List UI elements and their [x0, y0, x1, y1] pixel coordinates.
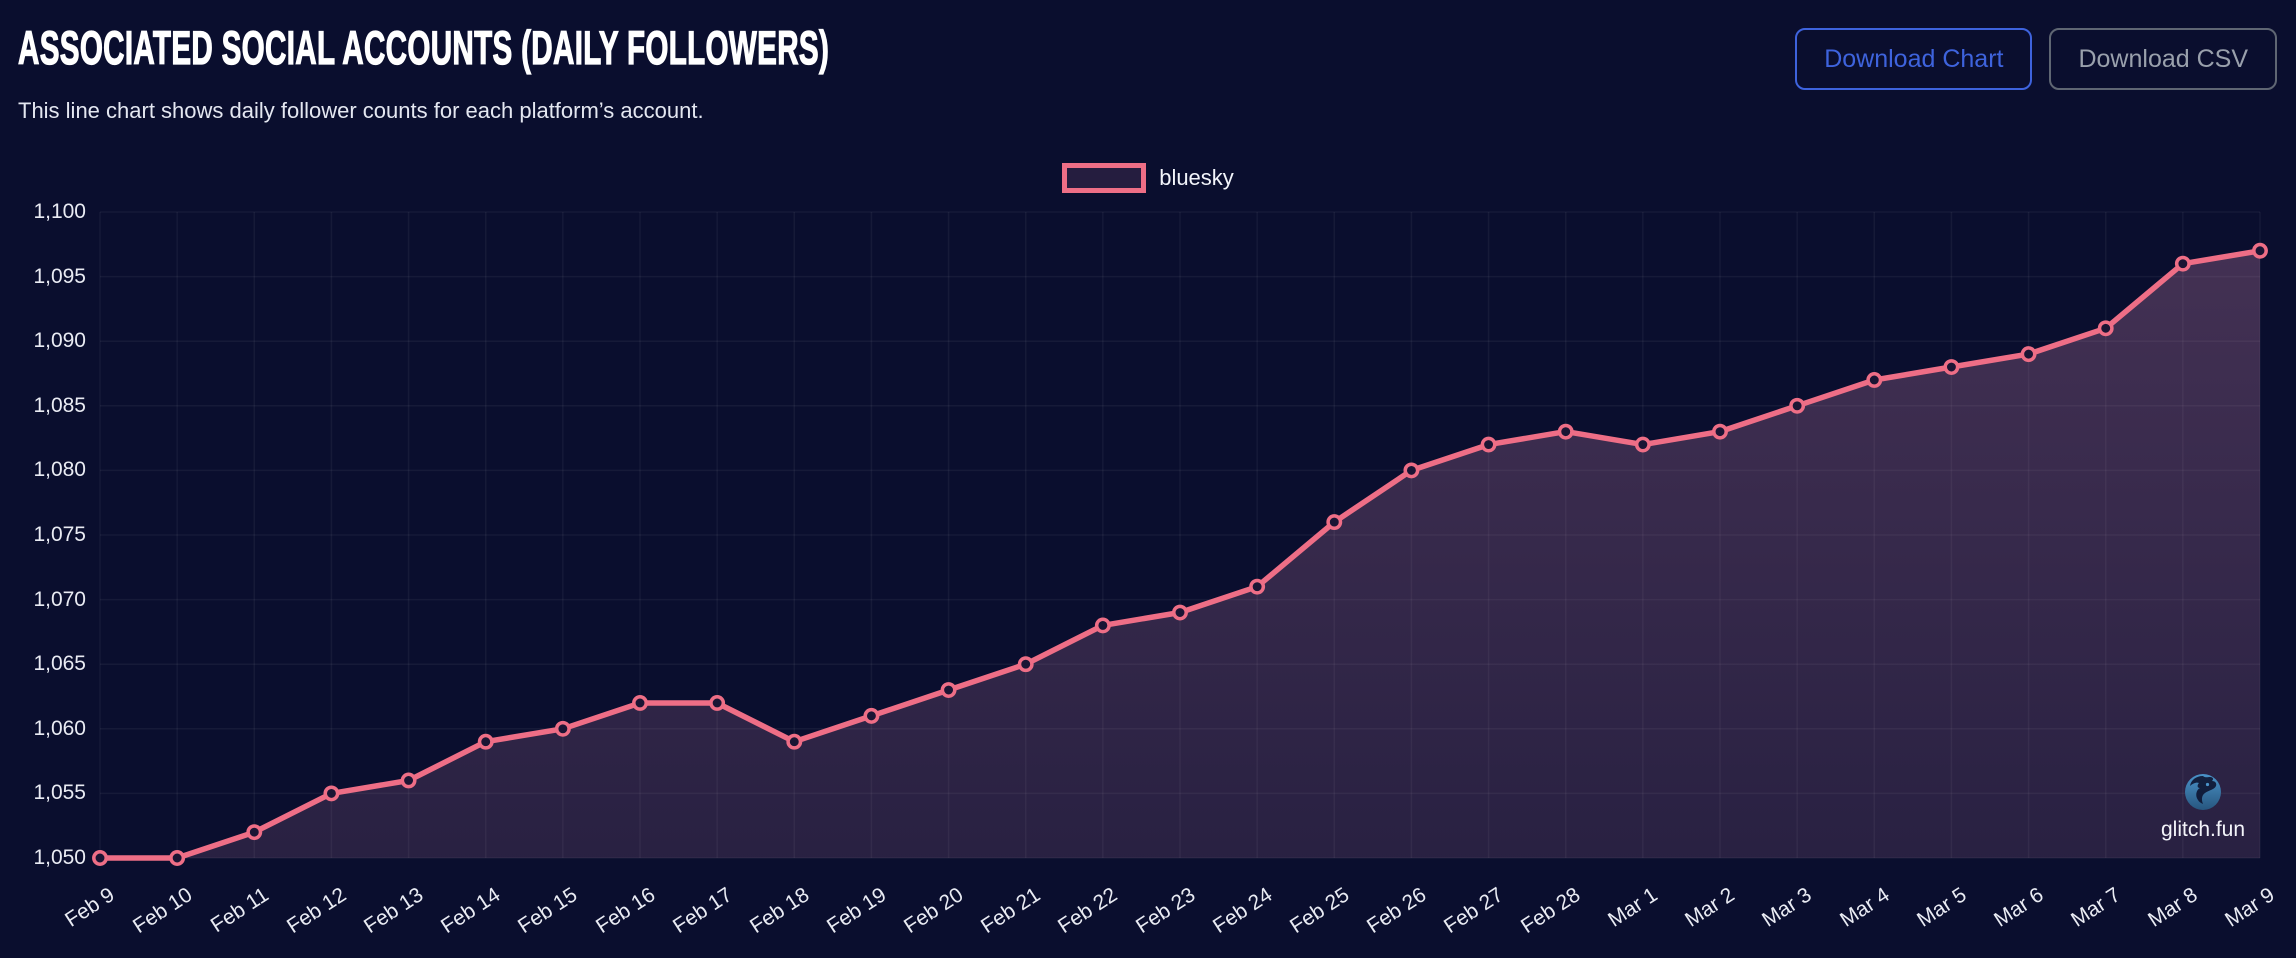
data-point-marker[interactable]: [246, 824, 263, 841]
data-point-marker[interactable]: [1789, 397, 1806, 414]
data-point-marker[interactable]: [2174, 255, 2191, 272]
data-point-marker[interactable]: [1403, 462, 1420, 479]
watermark-label: glitch.fun: [2160, 818, 2246, 841]
data-point-marker[interactable]: [1480, 436, 1497, 453]
data-point-marker[interactable]: [1094, 617, 1111, 634]
legend-label: bluesky: [1159, 165, 1234, 190]
data-point-marker[interactable]: [169, 850, 186, 866]
y-axis-label: 1,085: [33, 393, 86, 417]
y-axis-label: 1,075: [33, 523, 86, 546]
data-point-marker[interactable]: [400, 772, 417, 789]
y-axis-label: 1,095: [33, 264, 86, 288]
data-point-marker[interactable]: [1712, 423, 1728, 440]
data-point-marker[interactable]: [477, 733, 494, 750]
page-title: ASSOCIATED SOCIAL ACCOUNTS (DAILY FOLLOW…: [18, 21, 830, 74]
data-point-marker[interactable]: [323, 785, 340, 802]
data-point-marker[interactable]: [1172, 604, 1188, 621]
data-point-marker[interactable]: [786, 733, 803, 750]
y-axis-label: 1,065: [33, 652, 86, 676]
data-point-marker[interactable]: [2020, 346, 2037, 363]
download-chart-button[interactable]: Download Chart: [1795, 28, 2033, 90]
data-point-marker[interactable]: [863, 707, 880, 724]
data-point-marker[interactable]: [92, 850, 108, 866]
download-csv-button[interactable]: Download CSV: [2049, 28, 2277, 90]
data-point-marker[interactable]: [1557, 423, 1574, 440]
header-actions: Download Chart Download CSV: [1795, 28, 2277, 90]
legend-item-bluesky[interactable]: bluesky: [1062, 163, 1234, 193]
y-axis-label: 1,050: [33, 846, 86, 869]
y-axis-label: 1,090: [33, 329, 86, 353]
data-point-marker[interactable]: [940, 682, 957, 698]
y-axis-label: 1,080: [33, 458, 86, 482]
data-point-marker[interactable]: [709, 695, 726, 711]
y-axis-label: 1,070: [33, 587, 86, 611]
data-point-marker[interactable]: [1943, 359, 1960, 375]
data-point-marker[interactable]: [1249, 578, 1266, 595]
y-axis-label: 1,055: [33, 781, 86, 805]
data-point-marker[interactable]: [554, 720, 571, 737]
data-point-marker[interactable]: [2252, 242, 2268, 259]
chart-legend: bluesky: [0, 163, 2296, 193]
watermark: glitch.fun: [2148, 772, 2258, 842]
page-subtitle: This line chart shows daily follower cou…: [18, 98, 704, 123]
data-point-marker[interactable]: [2097, 320, 2114, 337]
data-point-marker[interactable]: [632, 695, 648, 711]
legend-swatch: [1062, 163, 1147, 193]
data-point-marker[interactable]: [1866, 372, 1883, 388]
y-axis-label: 1,060: [33, 716, 86, 740]
data-point-marker[interactable]: [1326, 514, 1343, 531]
y-axis-label: 1,100: [33, 200, 86, 223]
data-point-marker[interactable]: [1634, 436, 1651, 453]
glitch-logo-icon: [2185, 774, 2221, 810]
data-point-marker[interactable]: [1017, 656, 1034, 673]
